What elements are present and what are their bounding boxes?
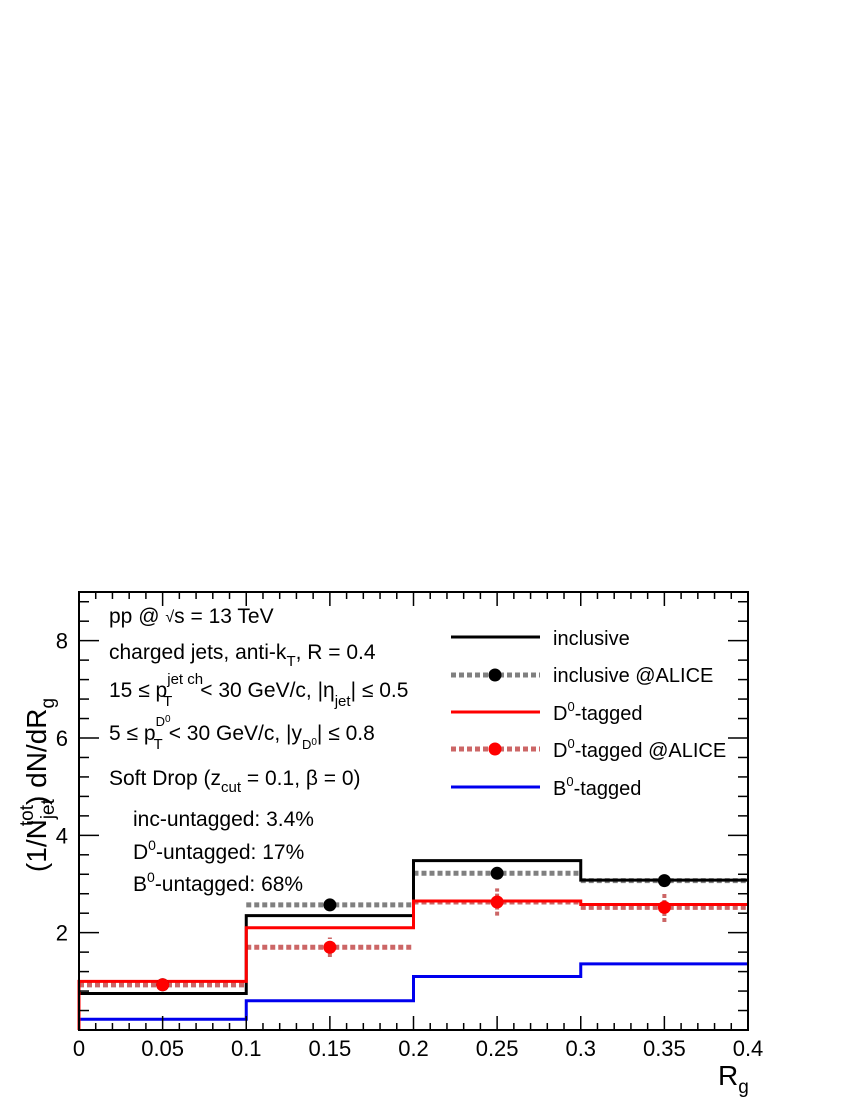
plot-content: [77, 859, 748, 1030]
y-tick-label: 4: [56, 823, 68, 848]
x-tick-label: 0.05: [141, 1036, 184, 1061]
data-point-1-3: [657, 874, 671, 888]
data-point-3-3: [657, 900, 671, 914]
annotation-pt-d0: 5 ≤ pD0 T < 30 GeV/c, |yD0| ≤ 0.8: [109, 714, 375, 753]
annotation-inc-untagged: inc-untagged: 3.4%: [133, 808, 314, 831]
x-tick-label: 0: [73, 1036, 85, 1061]
annotation-pt-jet: 15 ≤ pjet ch T < 30 GeV/c, |ηjet| ≤ 0.5: [109, 671, 408, 710]
x-tick-label: 0.2: [398, 1036, 429, 1061]
legend-label-inclusive-alice: inclusive @ALICE: [553, 665, 713, 687]
x-axis-title: Rg: [718, 1060, 749, 1098]
x-tick-label: 0.25: [476, 1036, 519, 1061]
data-point-1-1: [323, 898, 337, 912]
annotations: pp @ √s = 13 TeV charged jets, anti-kT, …: [109, 605, 408, 896]
series-line-4: [77, 962, 748, 1030]
legend-label-b0: B0-tagged: [553, 774, 641, 800]
legend-label-inclusive: inclusive: [553, 628, 630, 650]
data-point-3-0: [156, 978, 170, 992]
data-point-1-2: [490, 866, 504, 880]
data-point-3-1: [323, 940, 337, 954]
annotation-energy: pp @ √s = 13 TeV: [109, 605, 274, 628]
annotation-softdrop: Soft Drop (zcut = 0.1, β = 0): [109, 767, 361, 796]
legend-marker-inclusive-alice: [488, 668, 502, 682]
legend-label-d0-alice: D0-tagged @ALICE: [553, 736, 726, 762]
legend: inclusive inclusive @ALICE D0-tagged D0-…: [451, 628, 726, 800]
x-tick-label: 0.35: [643, 1036, 686, 1061]
x-tick-label: 0.15: [308, 1036, 351, 1061]
x-tick-label: 0.1: [231, 1036, 262, 1061]
annotation-b0-untagged: B0-untagged: 68%: [133, 869, 303, 896]
x-tick-label: 0.4: [733, 1036, 764, 1061]
y-axis-title: (1/Njettot) dN/dRg: [17, 698, 59, 872]
annotation-jets: charged jets, anti-kT, R = 0.4: [109, 641, 376, 670]
annotation-d0-untagged: D0-untagged: 17%: [133, 837, 304, 864]
y-tick-label: 2: [56, 921, 68, 946]
axes: 0 0.05 0.1 0.15 0.2 0.25 0.3 0.35 0.4 2 4 6 8: [56, 592, 764, 1061]
series-line-2: [77, 899, 748, 1030]
y-tick-label: 6: [56, 726, 68, 751]
y-tick-label: 8: [56, 629, 68, 654]
x-tick-label: 0.3: [565, 1036, 596, 1061]
data-point-3-2: [490, 895, 504, 909]
legend-label-d0: D0-tagged: [553, 699, 643, 725]
legend-marker-d0-alice: [488, 742, 502, 756]
